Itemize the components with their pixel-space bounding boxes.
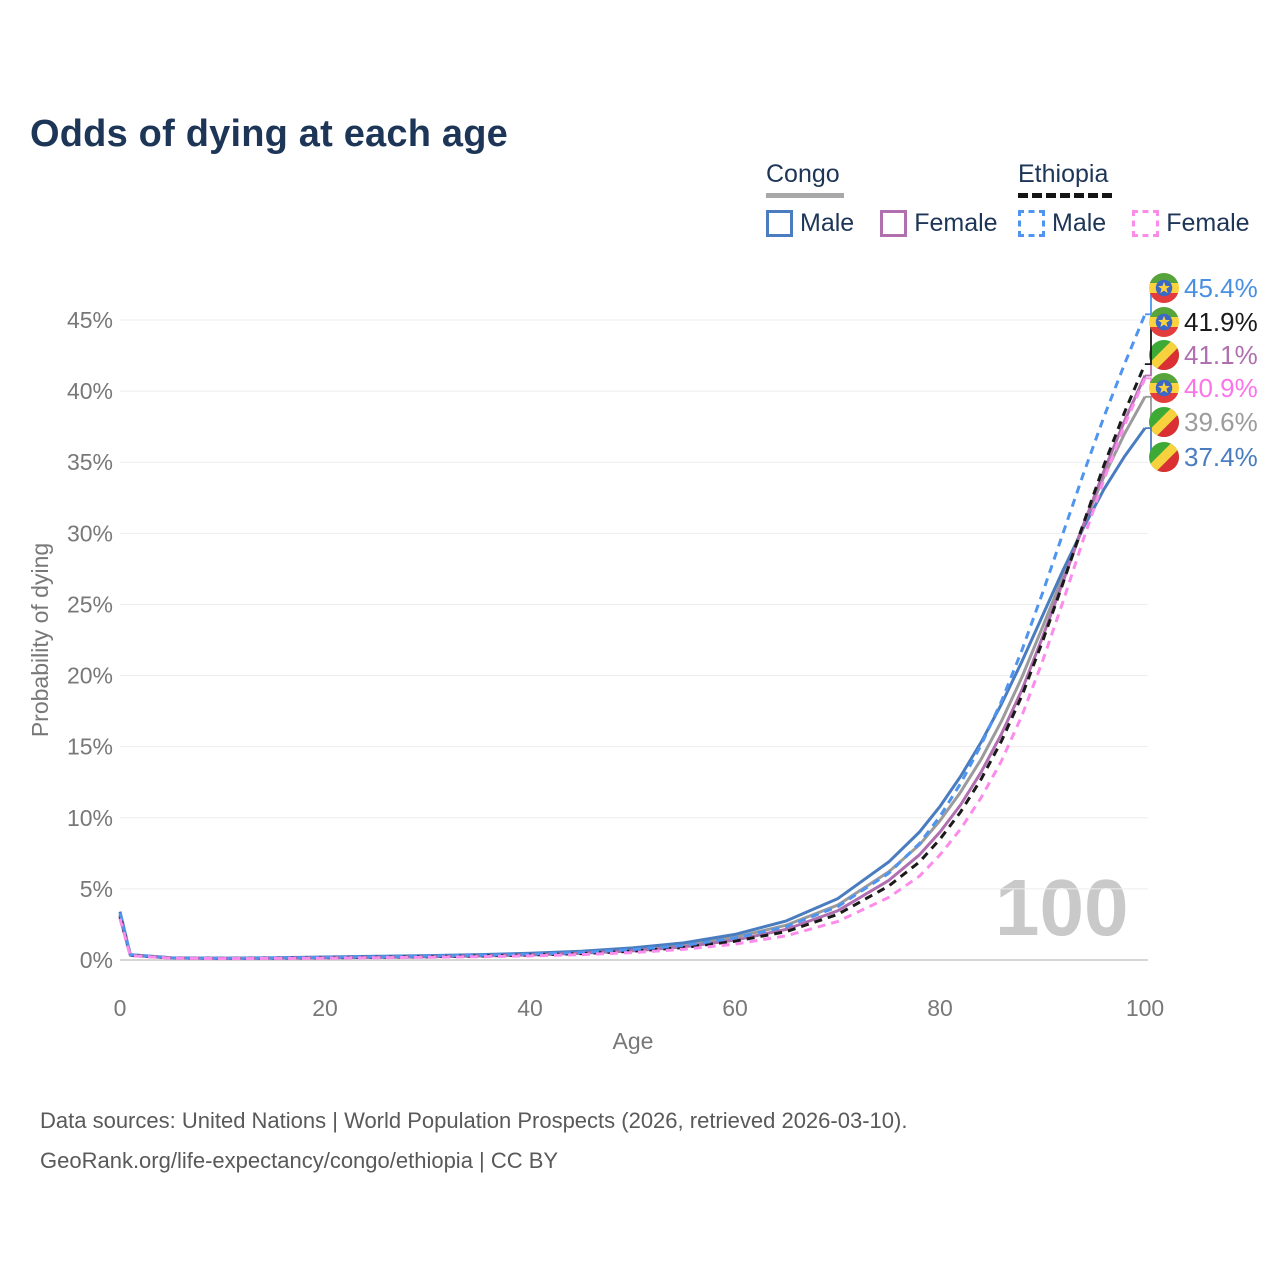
y-axis-title: Probability of dying — [27, 543, 53, 737]
x-tick-label: 60 — [722, 995, 748, 1021]
series-line-ethiopia-female[interactable] — [118, 377, 1147, 961]
legend-item-congo-male[interactable]: Male — [766, 209, 854, 238]
flag-band — [1149, 407, 1179, 437]
legend-label: Female — [1166, 209, 1250, 237]
end-value-label: 45.4% — [1184, 273, 1258, 303]
congo-male-swatch-icon — [766, 210, 793, 237]
y-tick-label: 10% — [67, 805, 113, 831]
attribution-text: GeoRank.org/life-expectancy/congo/ethiop… — [40, 1148, 559, 1173]
flag-band — [1149, 307, 1179, 317]
y-tick-label: 0% — [80, 947, 113, 973]
congo-female-swatch-icon — [880, 210, 908, 237]
end-value-label: 41.9% — [1184, 307, 1258, 337]
series-line-congo-female[interactable] — [118, 374, 1147, 960]
flag-band — [1149, 393, 1179, 403]
x-tick-label: 40 — [517, 995, 543, 1021]
flag-band — [1149, 340, 1179, 370]
legend-items-ethiopia: Male Female — [1018, 209, 1250, 238]
end-value-label: 41.1% — [1184, 340, 1258, 370]
x-tick-label: 80 — [927, 995, 953, 1021]
legend-label: Male — [800, 209, 855, 237]
legend-header-congo[interactable]: Congo — [766, 160, 844, 198]
flag-band — [1149, 373, 1179, 383]
page-title: Odds of dying at each age — [30, 113, 508, 156]
series-line-ethiopia-male[interactable] — [118, 313, 1147, 960]
data-sources-text: Data sources: United Nations | World Pop… — [40, 1108, 908, 1133]
series-line-congo-male[interactable] — [118, 427, 1147, 960]
y-tick-label: 20% — [67, 663, 113, 689]
y-tick-label: 30% — [67, 520, 113, 546]
flag-band — [1149, 273, 1179, 283]
ethiopia-flag-icon — [1149, 373, 1179, 403]
flag-star — [1158, 281, 1170, 294]
hover-age-watermark: 100 — [995, 863, 1129, 952]
y-tick-label: 40% — [67, 378, 113, 404]
y-tick-label: 25% — [67, 591, 113, 617]
legend-item-ethiopia-female[interactable]: Female — [1132, 209, 1250, 238]
flag-band — [1149, 327, 1179, 337]
flag-star — [1158, 315, 1170, 328]
legend-group-congo: Congo Male Female — [766, 160, 998, 238]
legend-item-congo-female[interactable]: Female — [880, 209, 998, 238]
y-tick-label: 5% — [80, 876, 113, 902]
legend-label: Female — [914, 209, 998, 237]
ethiopia-male-swatch-icon — [1018, 210, 1045, 237]
ethiopia-flag-icon — [1149, 273, 1179, 303]
x-tick-label: 20 — [312, 995, 338, 1021]
y-tick-label: 15% — [67, 734, 113, 760]
legend-group-ethiopia: Ethiopia Male Female — [1018, 160, 1250, 238]
x-tick-label: 100 — [1126, 995, 1164, 1021]
flag-band — [1149, 293, 1179, 303]
y-tick-label: 45% — [67, 307, 113, 333]
end-value-label: 40.9% — [1184, 373, 1258, 403]
ethiopia-flag-icon — [1149, 307, 1179, 337]
legend-label: Male — [1052, 209, 1107, 237]
end-value-label: 37.4% — [1184, 442, 1258, 472]
flag-star — [1158, 381, 1170, 394]
end-value-label: 39.6% — [1184, 407, 1258, 437]
legend-items-congo: Male Female — [766, 209, 998, 238]
y-tick-label: 35% — [67, 449, 113, 475]
x-tick-label: 0 — [114, 995, 127, 1021]
series-line-ethiopia[interactable] — [118, 363, 1147, 960]
series-line-congo[interactable] — [118, 396, 1147, 960]
ethiopia-female-swatch-icon — [1132, 210, 1160, 237]
legend-header-ethiopia[interactable]: Ethiopia — [1018, 160, 1113, 198]
x-axis-title: Age — [613, 1028, 654, 1054]
legend-item-ethiopia-male[interactable]: Male — [1018, 209, 1106, 238]
flag-band — [1149, 442, 1179, 472]
